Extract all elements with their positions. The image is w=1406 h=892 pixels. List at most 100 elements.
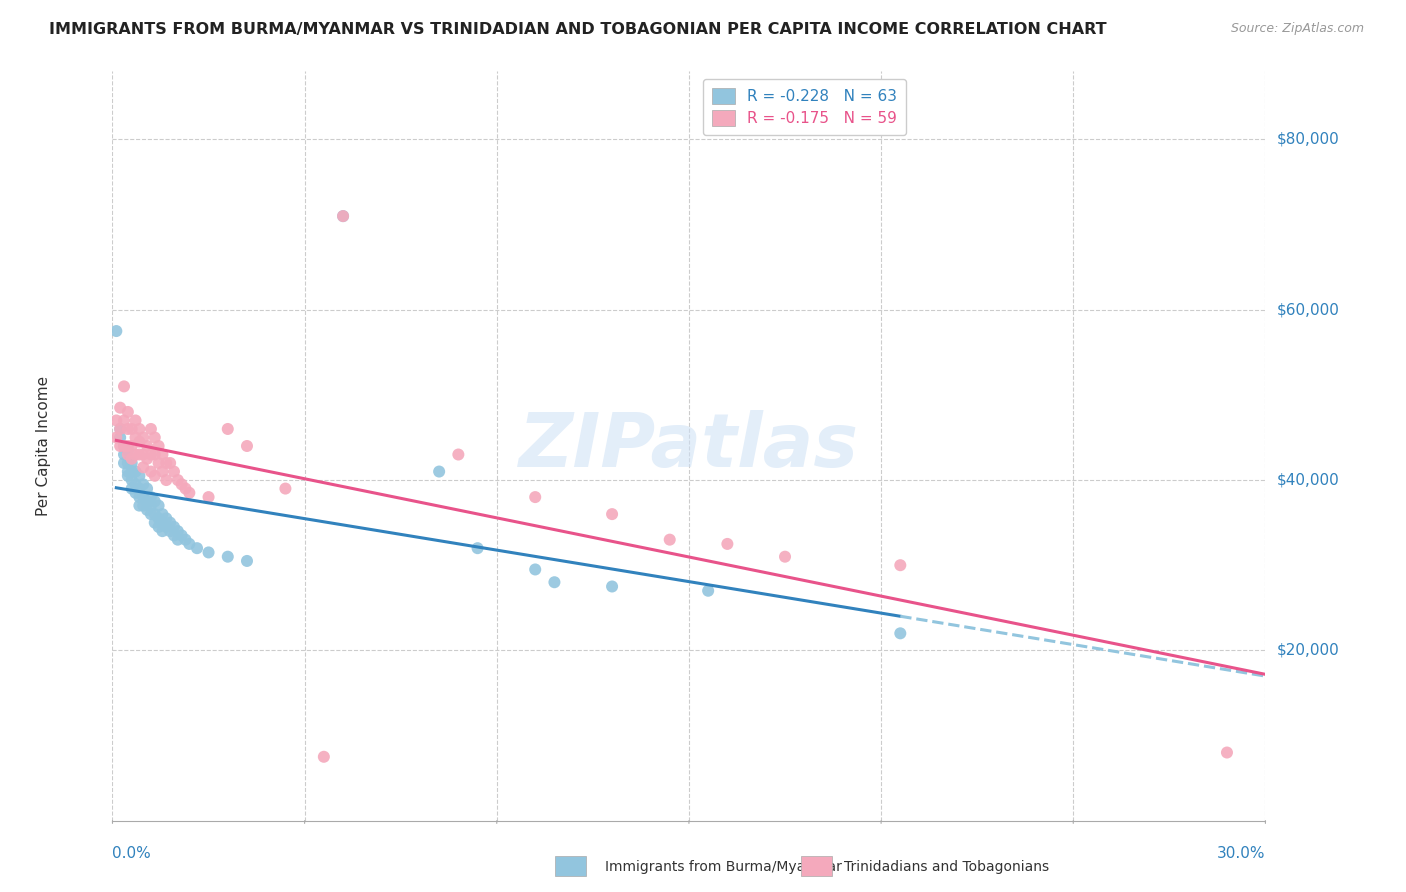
Text: $60,000: $60,000: [1277, 302, 1340, 318]
Point: [139, 422, 162, 436]
Point: [236, 439, 259, 453]
Point: [117, 439, 139, 453]
Point: [139, 507, 162, 521]
Point: [128, 448, 150, 462]
Point: [143, 494, 166, 508]
Point: [121, 482, 143, 496]
Point: [132, 448, 155, 462]
Legend: R = -0.228   N = 63, R = -0.175   N = 59: R = -0.228 N = 63, R = -0.175 N = 59: [703, 79, 905, 136]
Text: 30.0%: 30.0%: [1218, 846, 1265, 861]
Point: [159, 516, 181, 530]
Point: [174, 482, 197, 496]
Point: [117, 468, 139, 483]
Point: [124, 486, 146, 500]
Point: [132, 477, 155, 491]
Point: [312, 749, 335, 764]
Point: [174, 533, 197, 547]
Text: 0.0%: 0.0%: [112, 846, 152, 861]
Point: [170, 528, 193, 542]
Point: [139, 465, 162, 479]
Point: [889, 626, 911, 640]
Point: [132, 490, 155, 504]
Point: [543, 575, 565, 590]
Text: Per Capita Income: Per Capita Income: [35, 376, 51, 516]
Point: [236, 554, 259, 568]
Point: [467, 541, 489, 556]
Point: [600, 507, 623, 521]
Point: [716, 537, 738, 551]
Point: [105, 324, 128, 338]
Point: [152, 524, 174, 538]
Point: [427, 465, 450, 479]
Point: [124, 413, 146, 427]
Point: [132, 499, 155, 513]
Point: [121, 456, 143, 470]
Text: $20,000: $20,000: [1277, 643, 1340, 657]
Point: [117, 448, 139, 462]
Point: [155, 511, 177, 525]
Point: [128, 422, 150, 436]
Point: [524, 562, 547, 576]
Point: [136, 451, 159, 466]
Point: [108, 401, 131, 415]
Point: [773, 549, 796, 564]
Point: [155, 456, 177, 470]
Point: [136, 439, 159, 453]
Point: [152, 516, 174, 530]
Point: [124, 448, 146, 462]
Point: [139, 448, 162, 462]
Point: [148, 439, 170, 453]
Point: [112, 439, 135, 453]
Point: [112, 456, 135, 470]
Point: [128, 434, 150, 449]
Point: [112, 379, 135, 393]
Point: [148, 456, 170, 470]
Text: $40,000: $40,000: [1277, 473, 1340, 488]
Point: [112, 413, 135, 427]
Point: [121, 451, 143, 466]
Point: [121, 439, 143, 453]
Point: [148, 499, 170, 513]
Point: [170, 477, 193, 491]
Text: ZIPatlas: ZIPatlas: [519, 409, 859, 483]
Point: [139, 499, 162, 513]
Point: [166, 524, 188, 538]
Point: [143, 448, 166, 462]
Point: [117, 405, 139, 419]
Point: [217, 422, 239, 436]
Point: [128, 468, 150, 483]
Point: [166, 533, 188, 547]
Point: [128, 482, 150, 496]
Point: [105, 430, 128, 444]
Point: [179, 537, 201, 551]
Point: [143, 507, 166, 521]
Text: $80,000: $80,000: [1277, 132, 1340, 147]
Text: Source: ZipAtlas.com: Source: ZipAtlas.com: [1230, 22, 1364, 36]
Point: [155, 473, 177, 487]
Point: [121, 473, 143, 487]
Point: [163, 528, 186, 542]
Point: [136, 482, 159, 496]
Point: [105, 413, 128, 427]
Point: [117, 443, 139, 458]
Point: [108, 422, 131, 436]
Point: [143, 516, 166, 530]
Text: IMMIGRANTS FROM BURMA/MYANMAR VS TRINIDADIAN AND TOBAGONIAN PER CAPITA INCOME CO: IMMIGRANTS FROM BURMA/MYANMAR VS TRINIDA…: [49, 22, 1107, 37]
Point: [108, 422, 131, 436]
Point: [447, 448, 470, 462]
Point: [697, 583, 720, 598]
Point: [121, 422, 143, 436]
Point: [143, 430, 166, 444]
Point: [332, 209, 354, 223]
Point: [128, 499, 150, 513]
Point: [186, 541, 208, 556]
Point: [1216, 746, 1239, 760]
Point: [217, 549, 239, 564]
Point: [152, 448, 174, 462]
Point: [148, 520, 170, 534]
Point: [179, 486, 201, 500]
Point: [197, 490, 219, 504]
Point: [132, 430, 155, 444]
Point: [112, 448, 135, 462]
Point: [148, 511, 170, 525]
